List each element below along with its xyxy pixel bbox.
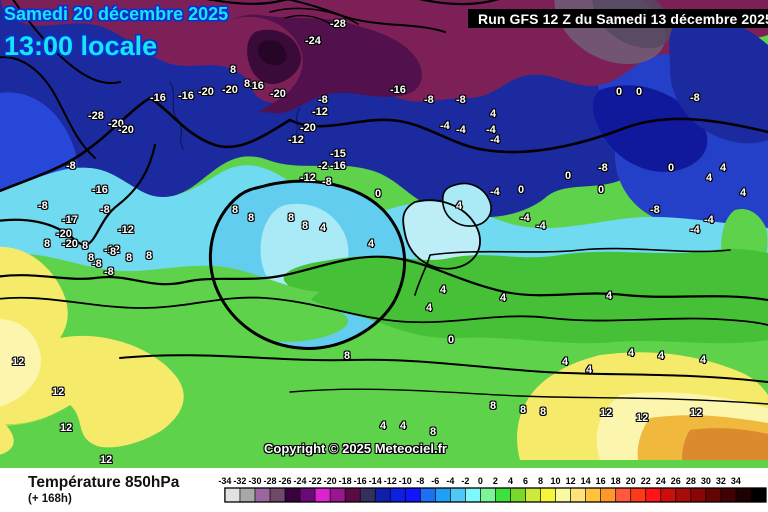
svg-text:-2: -2: [461, 476, 469, 486]
svg-text:-20: -20: [324, 476, 337, 486]
svg-text:8: 8: [538, 476, 543, 486]
svg-text:20: 20: [626, 476, 636, 486]
svg-text:-32: -32: [233, 476, 246, 486]
svg-text:14: 14: [581, 476, 591, 486]
svg-text:28: 28: [686, 476, 696, 486]
svg-text:24: 24: [656, 476, 666, 486]
svg-text:-26: -26: [279, 476, 292, 486]
svg-text:-6: -6: [431, 476, 439, 486]
svg-text:-28: -28: [263, 476, 276, 486]
svg-text:-18: -18: [339, 476, 352, 486]
svg-text:34: 34: [731, 476, 741, 486]
svg-text:2: 2: [493, 476, 498, 486]
svg-text:6: 6: [523, 476, 528, 486]
svg-text:-8: -8: [416, 476, 424, 486]
svg-text:22: 22: [641, 476, 651, 486]
svg-text:-14: -14: [369, 476, 382, 486]
svg-text:0: 0: [478, 476, 483, 486]
svg-text:4: 4: [508, 476, 513, 486]
svg-text:-22: -22: [309, 476, 322, 486]
svg-text:-34: -34: [218, 476, 231, 486]
svg-text:-24: -24: [294, 476, 307, 486]
svg-text:10: 10: [551, 476, 561, 486]
svg-text:-12: -12: [384, 476, 397, 486]
svg-text:16: 16: [596, 476, 606, 486]
svg-text:18: 18: [611, 476, 621, 486]
svg-text:-10: -10: [399, 476, 412, 486]
svg-text:32: 32: [716, 476, 726, 486]
svg-text:12: 12: [566, 476, 576, 486]
svg-text:26: 26: [671, 476, 681, 486]
svg-text:-16: -16: [354, 476, 367, 486]
svg-text:-30: -30: [248, 476, 261, 486]
svg-text:30: 30: [701, 476, 711, 486]
svg-text:-4: -4: [446, 476, 454, 486]
